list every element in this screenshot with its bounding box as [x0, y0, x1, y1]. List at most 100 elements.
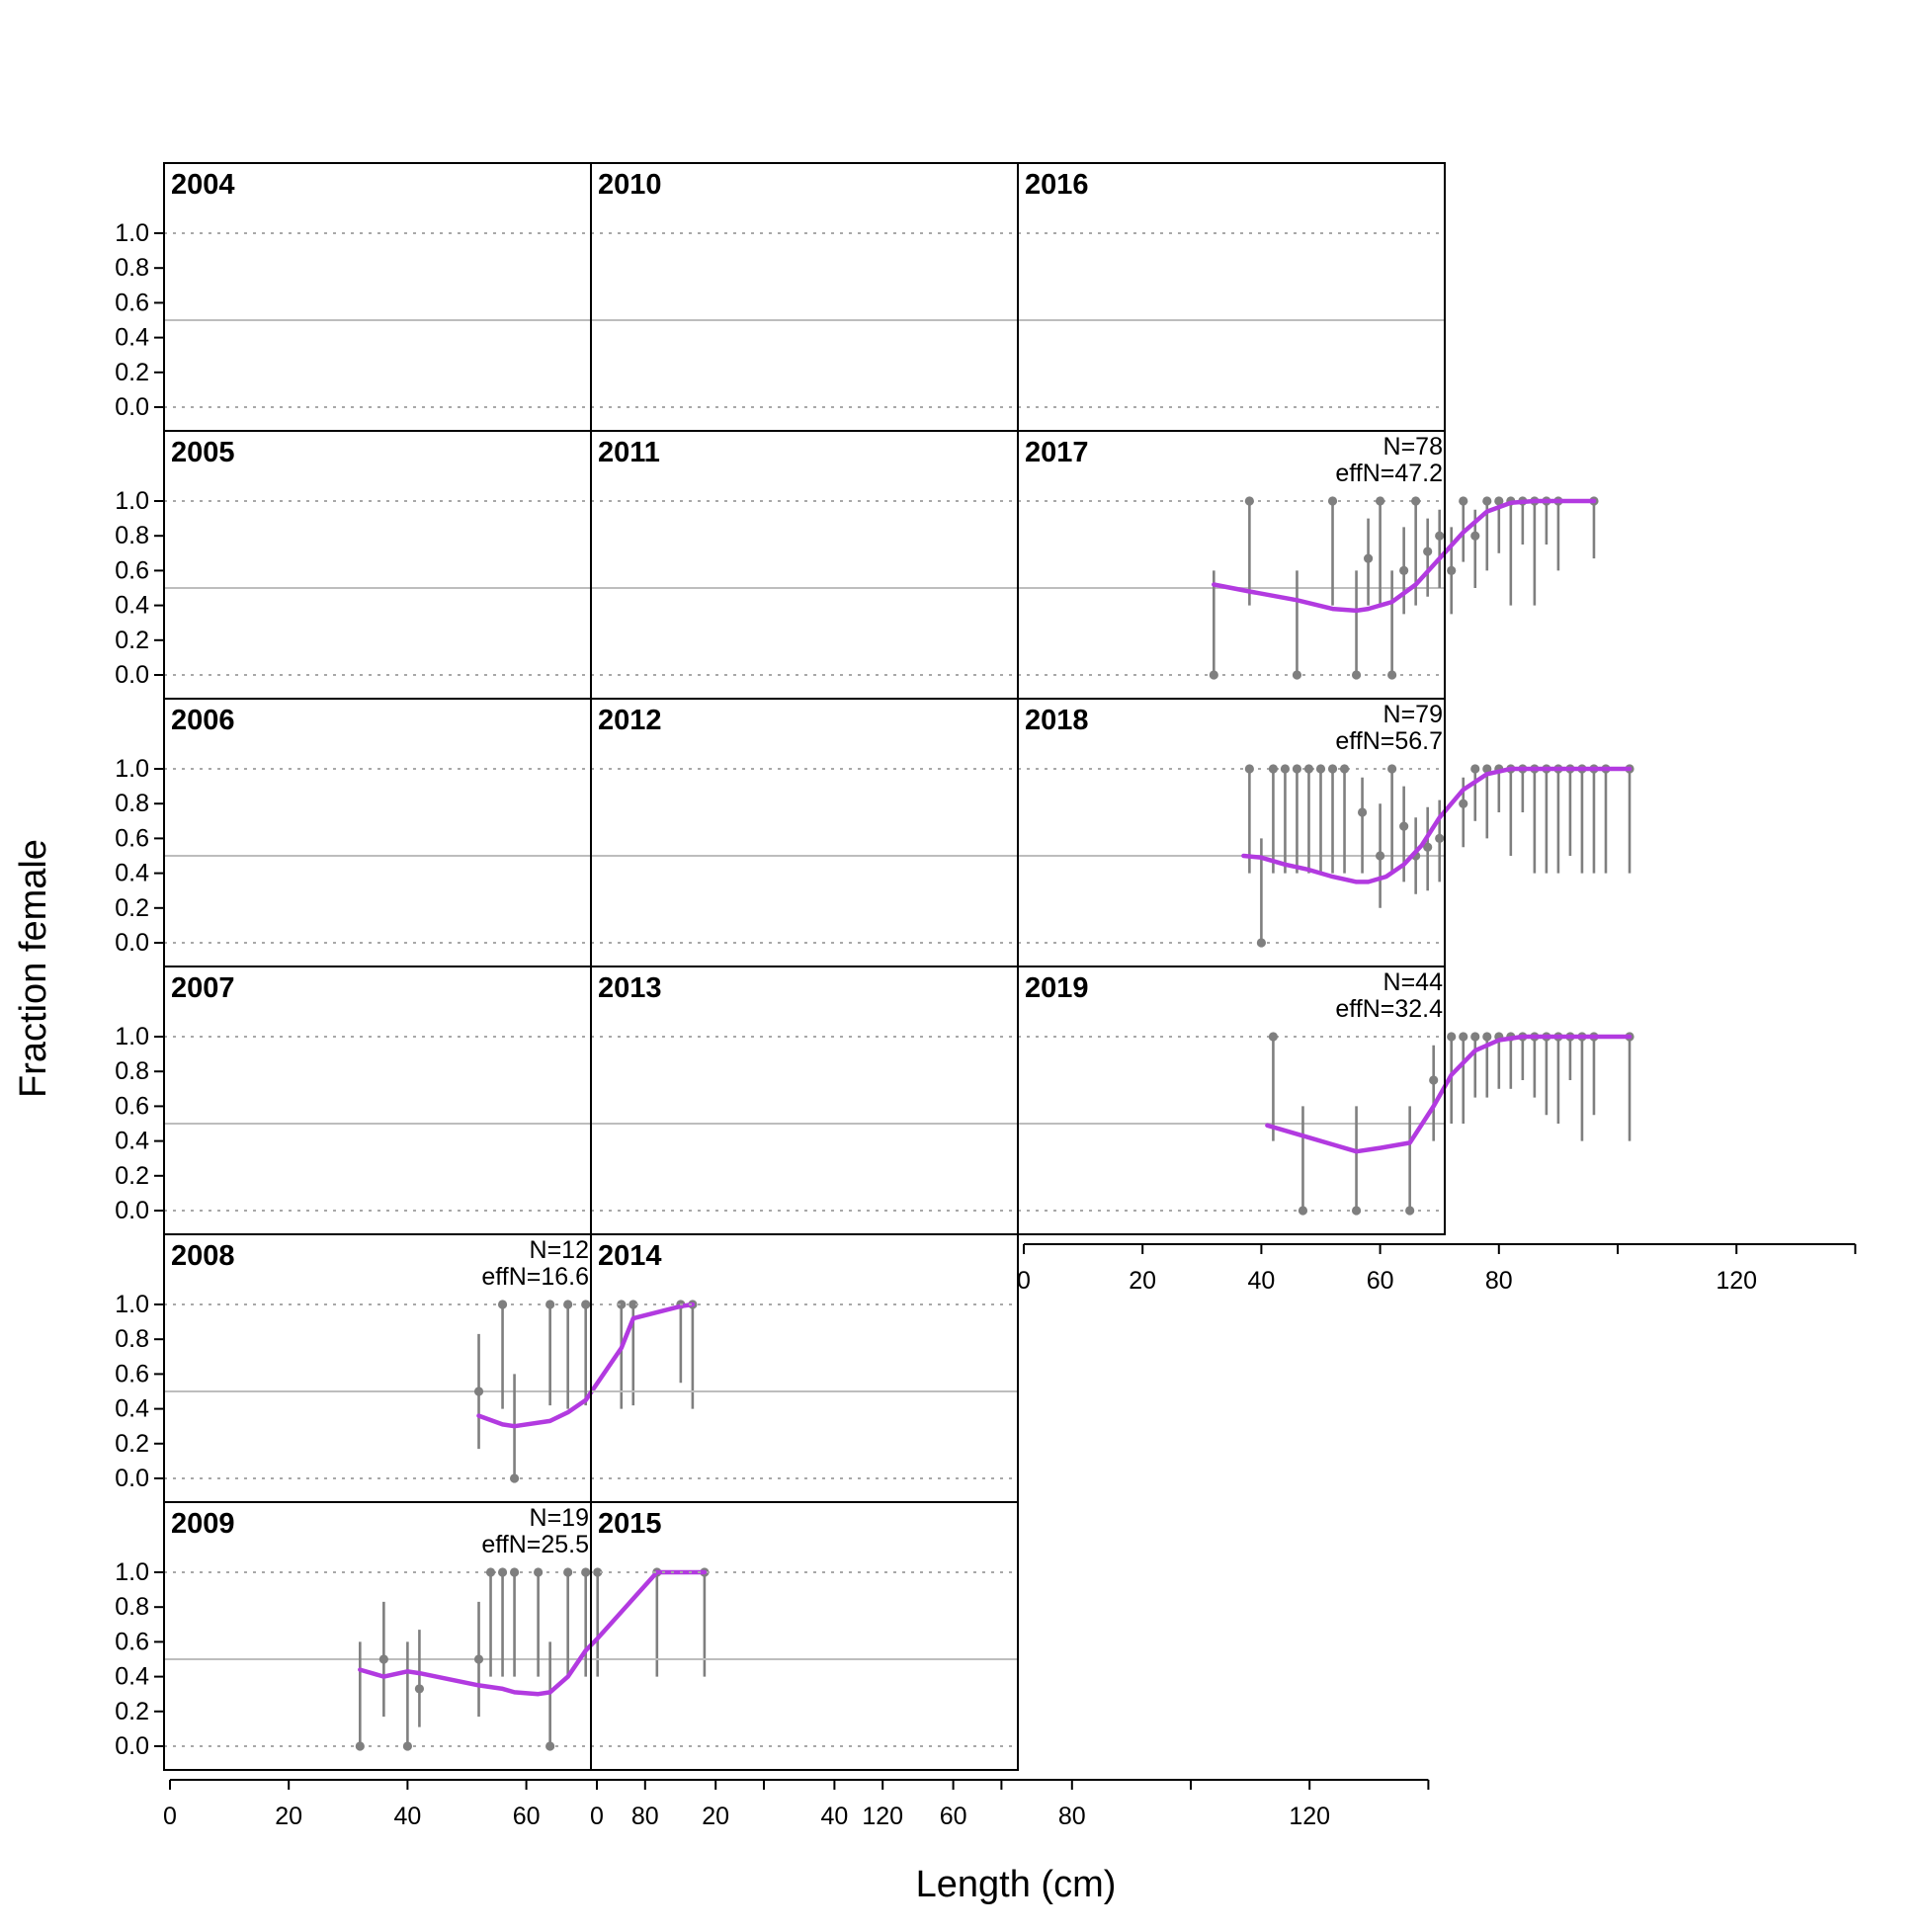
n-label: N=44 [1383, 968, 1444, 996]
panel-year-label: 2019 [1025, 972, 1089, 1004]
panel-year-label: 2018 [1025, 705, 1089, 736]
panel-year-label: 2015 [598, 1508, 662, 1540]
observed-point [378, 1654, 388, 1664]
observed-point [1298, 1206, 1308, 1216]
observed-point [1459, 496, 1468, 506]
panel-year-label: 2009 [171, 1508, 235, 1540]
panels-layer: 2004 0.0 0.2 0.4 0.6 0.8 1.0 2005 0.0 0.2 0.4 0.6 0.… [115, 162, 1634, 1771]
observed-point [1351, 1206, 1362, 1216]
n-label: N=19 [530, 1504, 589, 1532]
observed-point [1315, 764, 1326, 774]
panel-2007: 2007 0.0 0.2 0.4 0.6 0.8 1.0 [115, 966, 592, 1235]
observed-point [1399, 565, 1409, 576]
observed-point [1292, 764, 1302, 774]
observed-point [1244, 496, 1254, 506]
observed-point [1447, 565, 1457, 576]
y-tick-label: 1.0 [115, 755, 149, 783]
panel-year-label: 2011 [598, 437, 660, 468]
observed-point [1429, 1075, 1439, 1085]
observed-point [485, 1567, 496, 1577]
observed-point [1280, 764, 1291, 774]
expected-line [358, 1569, 708, 1697]
observed-point [1327, 764, 1338, 774]
panel-frame [1017, 966, 1446, 1235]
y-tick-label: 0.2 [115, 627, 149, 654]
observed-point [1494, 496, 1504, 506]
observed-point [1399, 821, 1409, 831]
y-tick-label: 0.8 [115, 254, 149, 282]
effn-label: effN=47.2 [1335, 460, 1443, 487]
observed-point [402, 1741, 412, 1751]
panel-year-label: 2012 [598, 705, 662, 736]
panel-frame [163, 430, 592, 700]
panel-year-label: 2005 [171, 437, 235, 468]
panel-frame [163, 966, 592, 1235]
panel-year-label: 2016 [1025, 169, 1089, 201]
panel-year-label: 2010 [598, 169, 662, 201]
observed-point [628, 1300, 638, 1309]
x-axis-col-2: 0 20 40 60 80 120 [1017, 1243, 1857, 1295]
y-tick-label: 0.6 [115, 824, 149, 852]
observed-point [545, 1300, 555, 1309]
observed-point [1482, 764, 1492, 774]
effn-label: effN=25.5 [481, 1531, 589, 1558]
y-tick-label: 0.2 [115, 894, 149, 922]
panel-frame [590, 966, 1019, 1235]
observed-point [563, 1567, 573, 1577]
observed-point [581, 1300, 591, 1309]
y-tick-label: 0.0 [115, 929, 149, 957]
y-tick-label: 0.2 [115, 1698, 149, 1725]
x-axis-title: Length (cm) [916, 1864, 1117, 1905]
observed-point [593, 1567, 603, 1577]
y-tick-label: 0.0 [115, 1465, 149, 1492]
observed-point [1482, 1032, 1492, 1042]
panel-year-label: 2008 [171, 1240, 235, 1272]
observed-point [1268, 1032, 1279, 1042]
observed-point [1423, 546, 1433, 556]
panel-2015: 2015 [590, 1501, 1019, 1771]
x-tick-label: 60 [940, 1803, 967, 1830]
x-axis-col-1: 0 20 40 60 80 120 [590, 1779, 1430, 1830]
observed-point [1482, 496, 1492, 506]
x-tick-label: 0 [163, 1803, 177, 1830]
x-tick-label: 20 [1129, 1267, 1156, 1295]
observed-point [1209, 670, 1218, 680]
x-tick-label: 120 [1289, 1803, 1330, 1830]
panel-2016: 2016 [1017, 162, 1446, 432]
panel-frame [590, 430, 1019, 700]
y-tick-label: 0.0 [115, 393, 149, 421]
observed-point [1470, 764, 1480, 774]
observed-point [1376, 496, 1385, 506]
n-label: N=78 [1383, 433, 1443, 461]
observed-point [1470, 1032, 1480, 1042]
panel-2004: 2004 0.0 0.2 0.4 0.6 0.8 1.0 [115, 162, 592, 432]
panel-2006: 2006 0.0 0.2 0.4 0.6 0.8 1.0 [115, 698, 592, 967]
observed-point [1363, 553, 1374, 563]
observed-point [473, 1386, 484, 1396]
y-tick-label: 0.2 [115, 1430, 149, 1458]
expected-line [1241, 766, 1633, 884]
y-tick-label: 1.0 [115, 487, 149, 515]
x-tick-label: 40 [1247, 1267, 1275, 1295]
y-tick-label: 0.6 [115, 1360, 149, 1387]
panel-2005: 2005 0.0 0.2 0.4 0.6 0.8 1.0 [115, 430, 592, 700]
panel-frame [590, 698, 1019, 967]
y-tick-label: 0.4 [115, 592, 149, 620]
observed-point [1405, 1206, 1415, 1216]
y-tick-label: 0.8 [115, 790, 149, 817]
effn-label: effN=32.4 [1335, 995, 1443, 1023]
y-tick-label: 0.0 [115, 661, 149, 689]
observed-point [1435, 833, 1445, 844]
observed-point [1387, 764, 1397, 774]
panel-year-label: 2007 [171, 972, 235, 1004]
observed-point [617, 1300, 627, 1309]
expected-line [1212, 498, 1597, 614]
expected-line [476, 1302, 696, 1429]
axes-layer: 0 20 40 60 80 120 0 20 40 60 80 120 0 20 40 60 80 120 [163, 1243, 1857, 1830]
expected-line [1265, 1034, 1633, 1154]
y-tick-label: 1.0 [115, 219, 149, 247]
